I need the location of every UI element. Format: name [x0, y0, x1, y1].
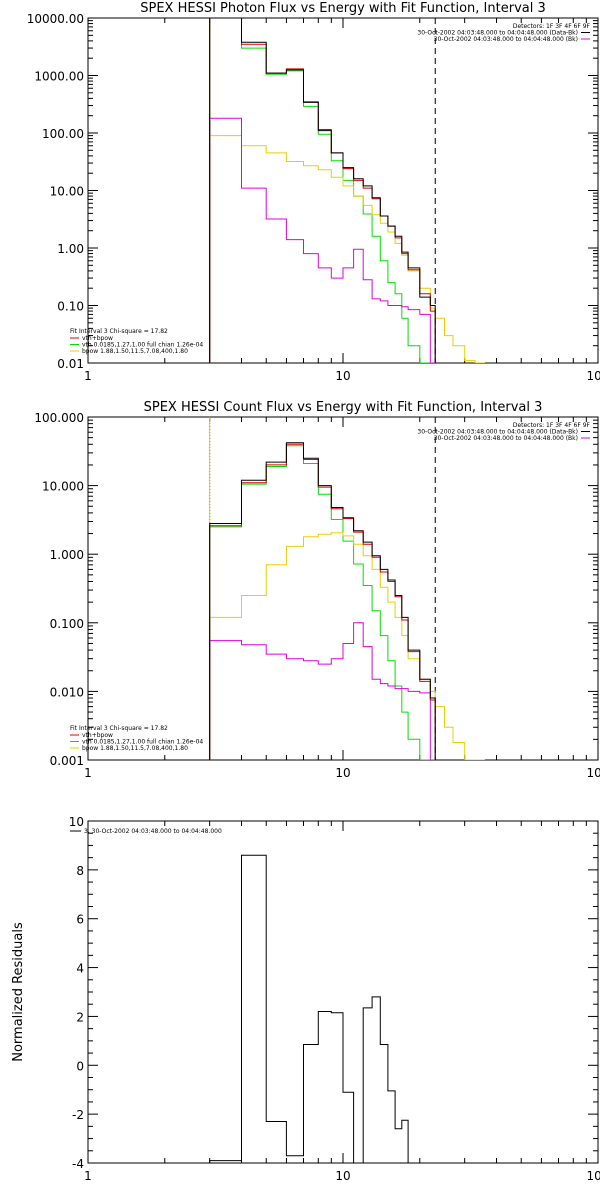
series-vth [209, 445, 431, 760]
y-tick-label: 100.000 [34, 411, 84, 425]
y-axis: 0.01 0.10 1.00 10.00 100.00 1000.00 10000.00 [27, 12, 598, 371]
y-tick-label: 100.00 [42, 127, 84, 141]
series-group [209, 442, 485, 760]
legend: 3, 30-Oct-2002 04:03:48.000 to 04:04:48.… [70, 828, 222, 835]
series-bpow [209, 532, 485, 760]
annotation-line: 30-Oct-2002 04:03:48.000 to 04:04:48.000… [417, 30, 578, 37]
chart-1: SPEX HESSI Photon Flux vs Energy with Fi… [27, 1, 600, 383]
y-tick-label: 0.010 [50, 685, 84, 699]
y-tick-label: 10.000 [42, 480, 84, 494]
series-group [209, 854, 420, 1163]
y-tick-label: 1.00 [57, 242, 84, 256]
plot-frame [87, 17, 599, 364]
y-tick-label: 0.100 [50, 617, 84, 631]
annotation-line: Detectors: 1F 3F 4F 6F 9F [513, 422, 591, 429]
series-data [209, 442, 436, 760]
y-tick-label: 1.000 [50, 548, 84, 562]
series-vth [209, 18, 431, 363]
y-axis: -4 -2 0 2 4 6 8 10 [69, 815, 598, 1171]
fit-legend-label: vth+bpow [82, 732, 113, 739]
y-axis-label: Normalized Residuals [11, 922, 26, 1062]
fit-legend-label: vth+bpow [82, 335, 113, 342]
x-tick-label: 10 [335, 1169, 350, 1183]
fit-legend-label: bpow 1.88,1.50,11.5,7.08,400,1.80 [82, 348, 188, 355]
y-tick-label: 10000.00 [27, 12, 84, 26]
legend-label: 3, 30-Oct-2002 04:03:48.000 to 04:04:48.… [84, 828, 222, 835]
x-tick-label: 100 [587, 369, 600, 383]
y-tick-label: 0.10 [57, 300, 84, 314]
y-axis: 0.001 0.010 0.100 1.000 10.000 100.000 [34, 411, 598, 768]
x-tick-label: 1 [84, 766, 92, 780]
plot-frame [87, 820, 599, 1164]
fit-legend: Fit Interval 3 Chi-square = 17.82vth+bpo… [70, 725, 203, 752]
y-tick-label: -2 [72, 1108, 84, 1122]
chart-title: SPEX HESSI Count Flux vs Energy with Fit… [144, 400, 543, 415]
series-bpow [209, 135, 485, 363]
series-data [209, 18, 436, 363]
x-axis: 1 10 100 [84, 821, 600, 1183]
chart-2: SPEX HESSI Count Flux vs Energy with Fit… [34, 400, 600, 780]
fit-legend-label: bpow 1.88,1.50,11.5,7.08,400,1.80 [82, 745, 188, 752]
x-tick-label: 1 [84, 1169, 92, 1183]
fit-legend-label: vth 0.0185,1.27,1.00 full chian 1.26e-04 [82, 739, 203, 746]
x-axis: 1 10 100 [84, 417, 600, 780]
series-bk [209, 117, 436, 363]
y-tick-label: 2 [76, 1010, 84, 1024]
plot-frame [87, 416, 599, 761]
y-tick-label: 10.00 [50, 185, 84, 199]
x-tick-label: 100 [587, 766, 600, 780]
fit-legend-header: Fit Interval 3 Chi-square = 17.82 [70, 328, 168, 335]
annotation-line: 30-Oct-2002 04:03:48.000 to 04:04:48.000… [417, 429, 578, 436]
x-tick-label: 100 [587, 1169, 600, 1183]
series-data [209, 854, 420, 1163]
y-tick-label: 0.01 [57, 357, 84, 371]
annotation-line: 30-Oct-2002 04:03:48.000 to 04:04:48.000… [434, 36, 578, 43]
series-group [209, 18, 485, 363]
series-bk [209, 622, 436, 760]
chart-3: 1 10 100 -4 -2 0 2 4 6 8 10 Normalized Residuals 3, … [11, 815, 600, 1183]
y-tick-label: 4 [76, 962, 84, 976]
y-tick-label: 0.001 [50, 754, 84, 768]
chart-title: SPEX HESSI Photon Flux vs Energy with Fi… [140, 1, 546, 16]
annotation-line: Detectors: 1F 3F 4F 6F 9F [513, 23, 591, 30]
y-tick-label: 0 [76, 1059, 84, 1073]
x-tick-label: 10 [335, 369, 350, 383]
y-tick-label: 6 [76, 913, 84, 927]
annotation-line: 30-Oct-2002 04:03:48.000 to 04:04:48.000… [434, 435, 578, 442]
y-tick-label: 10 [69, 815, 84, 829]
y-tick-label: 8 [76, 864, 84, 878]
x-tick-label: 10 [335, 766, 350, 780]
y-tick-label: -4 [72, 1157, 84, 1171]
fit-legend-label: vth 0.0185,1.27,1.00 full chian 1.26e-04 [82, 342, 203, 349]
fit-legend-header: Fit Interval 3 Chi-square = 17.82 [70, 725, 168, 732]
fit-legend: Fit Interval 3 Chi-square = 17.82vth+bpo… [70, 328, 203, 355]
y-tick-label: 1000.00 [34, 70, 84, 84]
x-tick-label: 1 [84, 369, 92, 383]
